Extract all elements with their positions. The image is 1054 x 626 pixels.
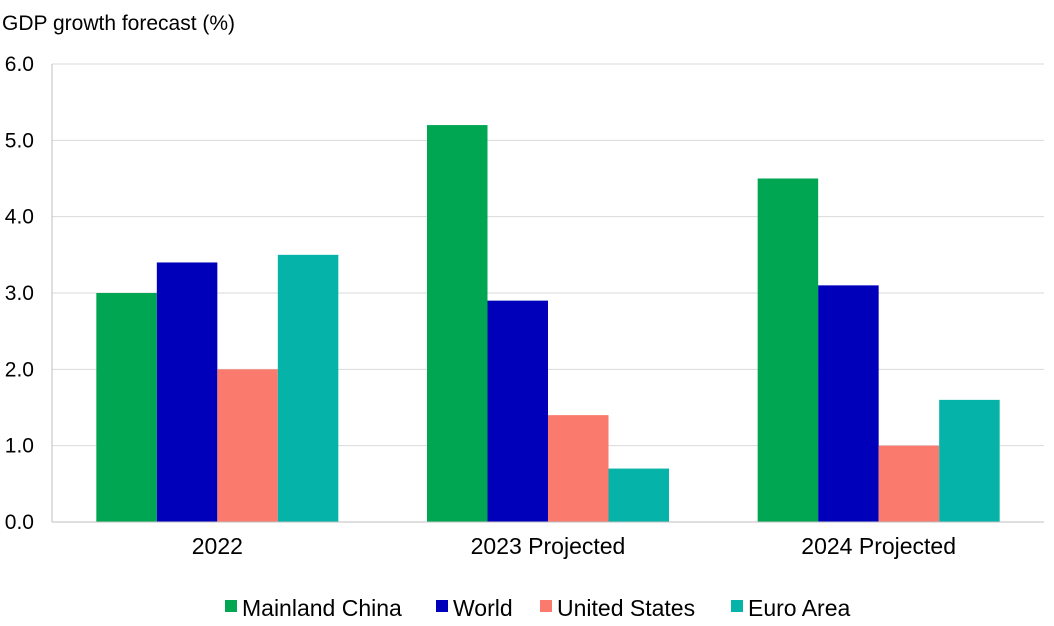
y-tick-label: 2.0 <box>5 358 34 381</box>
y-tick-label: 6.0 <box>5 53 34 76</box>
bar-mainland-china-2023-projected <box>427 125 488 523</box>
bar-mainland-china-2022 <box>96 293 157 522</box>
legend: Mainland China World United States Euro Are… <box>225 595 850 621</box>
x-category-label: 2024 Projected <box>801 533 956 559</box>
legend-label-mainland-china: Mainland China <box>242 595 402 621</box>
x-category-label: 2022 <box>192 533 243 559</box>
bar-united-states-2023-projected <box>548 415 609 522</box>
x-category-label: 2023 Projected <box>471 533 626 559</box>
y-tick-label: 0.0 <box>5 511 34 534</box>
bar-world-2023-projected <box>487 300 548 522</box>
y-tick-label: 3.0 <box>5 282 34 305</box>
x-axis-categories: 2022 2023 Projected 2024 Projected <box>192 533 956 559</box>
legend-swatch-world <box>436 600 448 612</box>
legend-label-united-states: United States <box>557 595 695 621</box>
legend-swatch-euro-area <box>731 600 743 612</box>
bar-world-2024-projected <box>818 285 879 522</box>
y-tick-label: 5.0 <box>5 129 34 152</box>
bar-world-2022 <box>156 262 218 522</box>
bar-euro-area-2022 <box>277 254 339 523</box>
bar-euro-area-2023-projected <box>608 468 669 522</box>
bar-euro-area-2024-projected <box>939 399 1000 522</box>
legend-swatch-mainland-china <box>225 600 237 612</box>
legend-swatch-united-states <box>540 600 552 612</box>
bar-united-states-2024-projected <box>878 445 940 522</box>
y-axis-label: GDP growth forecast (%) <box>2 12 235 35</box>
bar-united-states-2022 <box>217 369 278 522</box>
legend-label-world: World <box>453 595 513 621</box>
y-axis-ticks: 0.0 1.0 2.0 3.0 4.0 5.0 6.0 <box>5 53 34 534</box>
legend-label-euro-area: Euro Area <box>748 595 850 621</box>
bar-mainland-china-2024-projected <box>757 178 819 522</box>
y-tick-label: 4.0 <box>5 206 34 229</box>
bars <box>96 125 1000 523</box>
y-tick-label: 1.0 <box>5 435 34 458</box>
